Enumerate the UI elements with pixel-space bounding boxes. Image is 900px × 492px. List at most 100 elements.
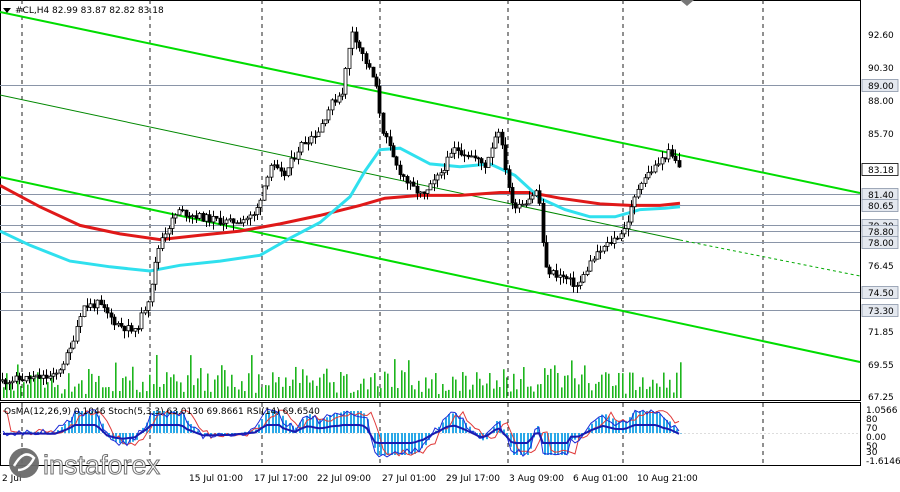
volume-bar xyxy=(333,382,335,398)
osma-bar xyxy=(193,427,195,433)
candle-body xyxy=(442,169,447,174)
volume-bar xyxy=(469,389,471,398)
volume-bar xyxy=(180,382,182,398)
osma-bar xyxy=(370,433,372,434)
candle-body xyxy=(326,109,331,121)
volume-bar xyxy=(37,372,39,398)
volume-bar xyxy=(615,385,617,398)
volume-bar xyxy=(414,389,416,398)
volume-bar xyxy=(652,379,654,398)
candle-body xyxy=(122,325,127,332)
volume-bar xyxy=(588,383,590,398)
osma-bar xyxy=(302,418,304,433)
osma-bar xyxy=(149,415,151,433)
volume-bar xyxy=(561,387,563,398)
candle-body xyxy=(78,316,83,327)
candle-body xyxy=(530,195,535,200)
time-axis: 2 Jul 15 Jul 01:00 17 Jul 17:00 22 Jul 0… xyxy=(2,474,698,484)
candle-body xyxy=(180,209,185,212)
candle-body xyxy=(357,41,362,49)
candle-body xyxy=(153,261,158,285)
osma-bar xyxy=(673,425,675,433)
osma-bar xyxy=(170,411,172,433)
panel-collapse-icon[interactable] xyxy=(3,8,11,13)
osma-bar xyxy=(622,420,624,433)
volume-bar xyxy=(268,385,270,398)
volume-bar xyxy=(629,372,631,398)
candle-body xyxy=(313,135,318,138)
candle-body xyxy=(490,147,495,158)
candle-body xyxy=(643,177,648,184)
candle-body xyxy=(61,363,66,371)
osma-bar xyxy=(499,420,501,433)
osma-bar xyxy=(496,421,498,433)
volume-bar xyxy=(435,373,437,398)
volume-bar xyxy=(125,376,127,398)
candle-body xyxy=(54,372,59,375)
candle-body xyxy=(184,209,189,217)
level-label-text: 83.18 xyxy=(868,166,894,176)
time-tick: 15 Jul 01:00 xyxy=(189,474,243,484)
candle-body xyxy=(245,217,250,221)
candle-body xyxy=(626,221,631,230)
candle-body xyxy=(7,382,12,385)
volume-bar xyxy=(85,393,87,398)
candle-body xyxy=(527,198,532,205)
candle-body xyxy=(449,152,454,158)
price-tick: 85.70 xyxy=(868,130,894,140)
osma-bar xyxy=(357,411,359,433)
volume-bar xyxy=(618,372,620,398)
volume-bar xyxy=(217,375,219,398)
volume-bar xyxy=(47,382,49,398)
volume-bar xyxy=(367,389,369,398)
volume-bar xyxy=(54,387,56,398)
osma-bar xyxy=(530,433,532,449)
candle-body xyxy=(275,164,280,169)
candle-body xyxy=(323,119,328,124)
candle-body xyxy=(150,283,155,303)
level-label-box xyxy=(861,163,899,176)
volume-bar xyxy=(204,390,206,398)
volume-bar xyxy=(571,360,573,398)
osma-bar xyxy=(323,418,325,433)
osma-bar xyxy=(374,433,376,448)
volume-bar xyxy=(635,390,637,398)
volume-bar xyxy=(397,388,399,398)
osma-bar xyxy=(629,417,631,433)
osma-bar xyxy=(462,419,464,433)
volume-bar xyxy=(30,375,32,398)
volume-bar xyxy=(241,381,243,398)
candle-body xyxy=(558,274,563,278)
candle-body xyxy=(228,218,233,221)
candle-body xyxy=(408,181,413,184)
osma-bar xyxy=(625,420,627,433)
osma-bar xyxy=(448,414,450,433)
candle-body xyxy=(92,303,97,309)
trend-channel xyxy=(0,11,861,363)
candle-body xyxy=(320,123,325,133)
candle-body xyxy=(160,237,165,249)
volume-bar xyxy=(61,393,63,398)
osma-bar xyxy=(635,411,637,433)
osma-bar xyxy=(244,431,246,433)
osma-bar xyxy=(363,413,365,433)
osma-bar xyxy=(105,431,107,433)
volume-bar xyxy=(516,389,518,398)
volume-bar xyxy=(227,386,229,398)
candle-body xyxy=(20,379,25,382)
moving-average-fast xyxy=(0,146,681,273)
osma-bar xyxy=(180,411,182,433)
oscillator-panel-frame xyxy=(0,402,861,466)
candle-body xyxy=(473,155,478,159)
candle-body xyxy=(632,196,637,208)
osma-bar xyxy=(285,420,287,433)
volume-bar xyxy=(346,374,348,398)
candle-body xyxy=(592,258,597,262)
level-label-text: 78.80 xyxy=(868,228,894,238)
volume-bar xyxy=(408,360,410,398)
volume-bar xyxy=(221,365,223,398)
candle-body xyxy=(381,112,386,134)
osma-bar xyxy=(61,427,63,433)
